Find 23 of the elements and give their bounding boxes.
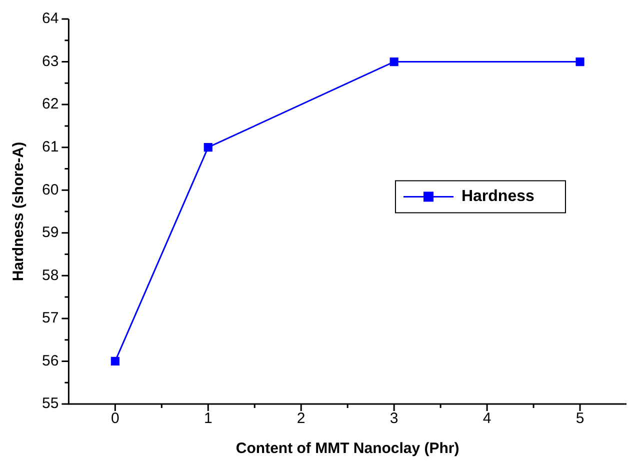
y-tick-label: 55 [42, 395, 59, 412]
y-tick-label: 57 [42, 310, 59, 327]
x-tick-label: 4 [482, 410, 492, 428]
x-axis-title: Content of MMT Nanoclay (Phr) [236, 440, 460, 458]
y-tick-label: 63 [42, 52, 59, 70]
x-tick-label: 0 [110, 410, 120, 428]
y-tick-label: 61 [42, 138, 59, 156]
point [204, 143, 212, 152]
y-tick-label: 59 [42, 224, 59, 242]
y-tick-label: 58 [42, 266, 59, 284]
point [390, 57, 398, 66]
point [110, 356, 120, 366]
legend-label: Hardness [461, 188, 535, 206]
y-axis-title: Hardness (shore-A) [10, 142, 28, 282]
x-tick-label: 3 [390, 410, 398, 428]
y-tick-label: 62 [42, 96, 59, 113]
x-tick-label: 1 [204, 410, 212, 428]
y-tick-label: 64 [42, 10, 59, 28]
y-tick-label: 60 [42, 181, 59, 198]
y-tick-label: 56 [42, 352, 59, 370]
point [576, 57, 584, 66]
x-tick-label: 2 [296, 410, 306, 428]
x-tick-label: 5 [576, 410, 584, 428]
